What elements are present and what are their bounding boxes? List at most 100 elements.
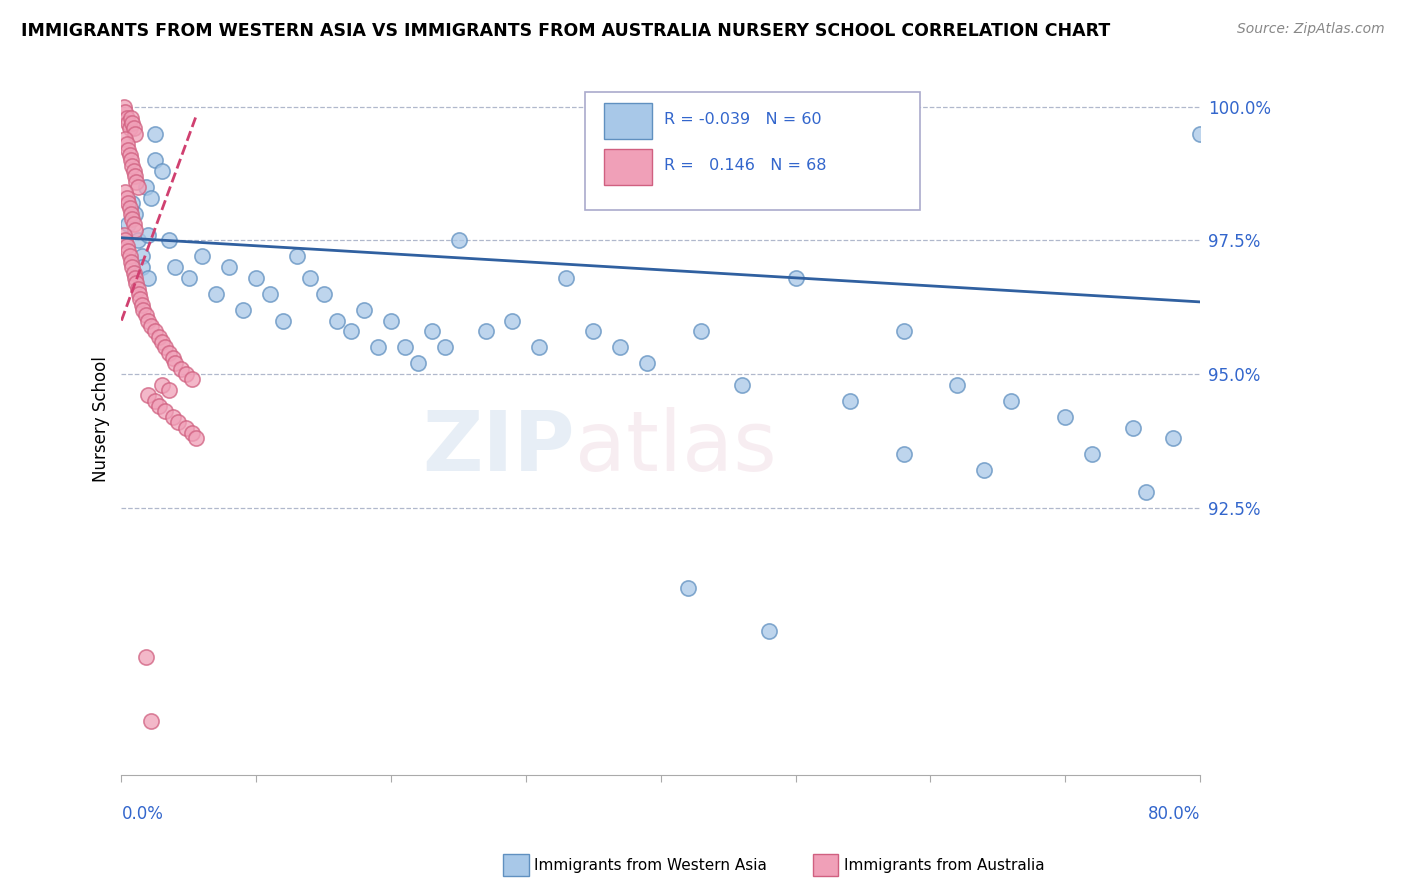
Point <box>184 431 207 445</box>
Point <box>676 581 699 595</box>
Point <box>117 218 139 232</box>
Point <box>474 324 496 338</box>
Point <box>118 202 141 216</box>
Text: R =   0.146   N = 68: R = 0.146 N = 68 <box>664 158 827 173</box>
Point <box>112 228 135 243</box>
Point <box>838 393 860 408</box>
Point <box>122 218 145 232</box>
Point <box>143 127 166 141</box>
Point <box>447 234 470 248</box>
Point <box>339 324 361 338</box>
Point <box>380 313 402 327</box>
Point <box>115 111 138 125</box>
Point <box>636 356 658 370</box>
Point <box>139 318 162 333</box>
Point <box>785 270 807 285</box>
Point <box>117 244 139 259</box>
Point <box>138 313 160 327</box>
Point <box>232 302 254 317</box>
Point <box>124 127 146 141</box>
Text: Immigrants from Western Asia: Immigrants from Western Asia <box>534 858 768 872</box>
Text: Source: ZipAtlas.com: Source: ZipAtlas.com <box>1237 22 1385 37</box>
Point <box>420 324 443 338</box>
Point <box>128 286 150 301</box>
Point <box>135 650 157 665</box>
Point <box>120 153 142 168</box>
Point <box>150 377 173 392</box>
Point <box>127 281 149 295</box>
Point <box>157 234 180 248</box>
Text: Immigrants from Australia: Immigrants from Australia <box>844 858 1045 872</box>
Point <box>582 324 605 338</box>
Point <box>138 228 160 243</box>
Point <box>180 372 202 386</box>
Text: 80.0%: 80.0% <box>1147 805 1201 823</box>
Point <box>758 624 780 638</box>
Point <box>529 340 551 354</box>
Point <box>122 121 145 136</box>
Point <box>115 137 138 152</box>
Point <box>118 250 141 264</box>
Text: 0.0%: 0.0% <box>121 805 163 823</box>
Point <box>148 399 170 413</box>
Point <box>122 164 145 178</box>
Point <box>1122 420 1144 434</box>
Point <box>124 270 146 285</box>
Point <box>1054 409 1077 424</box>
Point <box>150 164 173 178</box>
Text: ZIP: ZIP <box>422 408 575 489</box>
Point <box>138 270 160 285</box>
Point <box>1189 127 1212 141</box>
Point <box>162 351 184 365</box>
FancyBboxPatch shape <box>585 93 920 210</box>
Point <box>143 393 166 408</box>
Point <box>312 286 335 301</box>
Point <box>125 175 148 189</box>
Point <box>165 260 187 275</box>
Point <box>120 207 142 221</box>
Point <box>157 345 180 359</box>
Text: IMMIGRANTS FROM WESTERN ASIA VS IMMIGRANTS FROM AUSTRALIA NURSERY SCHOOL CORRELA: IMMIGRANTS FROM WESTERN ASIA VS IMMIGRAN… <box>21 22 1111 40</box>
Point <box>127 234 149 248</box>
Point <box>122 266 145 280</box>
Point <box>893 447 915 461</box>
Point <box>114 186 136 200</box>
Point <box>170 361 193 376</box>
Point <box>191 250 214 264</box>
Point <box>121 196 143 211</box>
Point <box>124 207 146 221</box>
Point <box>121 260 143 275</box>
Point <box>131 297 153 311</box>
Point <box>135 180 157 194</box>
Point <box>165 356 187 370</box>
Point <box>121 159 143 173</box>
Point <box>135 308 157 322</box>
Point <box>118 148 141 162</box>
Point <box>893 324 915 338</box>
Point <box>353 302 375 317</box>
Y-axis label: Nursery School: Nursery School <box>93 357 110 483</box>
Point <box>143 153 166 168</box>
Point <box>139 191 162 205</box>
Point <box>946 377 969 392</box>
Point <box>394 340 416 354</box>
Point <box>148 329 170 343</box>
Point <box>114 234 136 248</box>
Point <box>731 377 754 392</box>
Point <box>1161 431 1184 445</box>
Point <box>162 409 184 424</box>
Point <box>180 425 202 440</box>
Point <box>132 302 155 317</box>
Point <box>690 324 713 338</box>
Point <box>367 340 389 354</box>
Point <box>114 132 136 146</box>
Point <box>174 367 197 381</box>
Point <box>167 415 190 429</box>
Point <box>121 212 143 227</box>
Point <box>124 223 146 237</box>
Point <box>138 388 160 402</box>
Point <box>1135 484 1157 499</box>
Point <box>120 111 142 125</box>
Point <box>117 196 139 211</box>
Point <box>115 191 138 205</box>
